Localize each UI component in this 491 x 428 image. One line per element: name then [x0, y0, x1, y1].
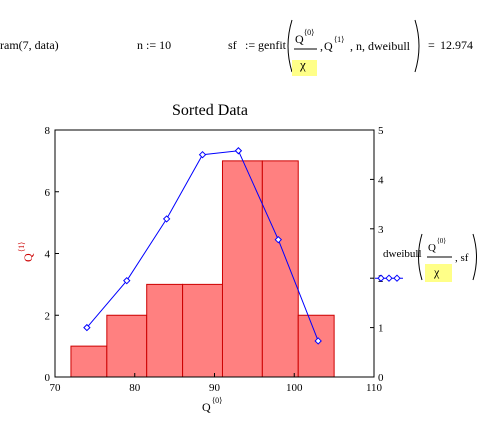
assign-operator: := [245, 38, 256, 52]
legend-swatch-marker [385, 274, 393, 282]
chart-title: Sorted Data [172, 102, 248, 119]
histogram-bar-3 [146, 283, 184, 378]
x-axis-label-superscript: ⟨0⟩ [212, 396, 222, 405]
left-y-axis-label-group: Q ⟨1⟩ [17, 242, 35, 262]
right-y-tick-label: 5 [378, 125, 384, 137]
legend-swatch-marker [393, 274, 401, 282]
legend-right-paren [472, 233, 477, 281]
fit-point-6 [274, 235, 283, 244]
fit-point-1 [83, 323, 91, 332]
genfit-arguments: Q ⟨0⟩ χ , Q ⟨1⟩ , n, dweibull [287, 19, 420, 76]
x-tick-label: 110 [366, 382, 383, 394]
left-y-tick-label: 4 [45, 249, 51, 261]
right-y-axis-ticks: 012345 [370, 125, 384, 384]
histogram-bar-7 [297, 314, 335, 378]
legend-q-symbol: Q [428, 242, 436, 254]
right-y-tick-label: 0 [378, 372, 384, 384]
q0-superscript: ⟨0⟩ [304, 28, 314, 37]
genfit-result: 12.974 [440, 38, 473, 52]
legend-line-swatch [375, 274, 403, 282]
histogram-bars [70, 160, 335, 378]
legend-func-name: dweibull [383, 248, 422, 260]
remaining-args: , n, dweibull [350, 39, 411, 53]
right-y-tick-label: 3 [378, 224, 384, 236]
q0-symbol: Q [295, 32, 304, 46]
left-y-tick-label: 6 [45, 187, 51, 199]
left-y-tick-label: 8 [45, 125, 51, 137]
legend-rest: , sf [455, 252, 469, 264]
comma: , [320, 39, 323, 53]
left-y-tick-label: 2 [45, 310, 51, 322]
right-y-tick-label: 1 [378, 323, 384, 335]
fit-point-7 [314, 337, 322, 345]
genfit-function-name: genfit [258, 38, 286, 52]
fit-point-4 [198, 150, 207, 159]
left-y-axis-ticks: 0 2 4 6 8 [45, 125, 59, 384]
left-paren [287, 19, 293, 73]
legend-left-paren [418, 233, 423, 281]
x-tick-label: 90 [209, 382, 221, 394]
left-y-axis-label: Q [21, 253, 35, 262]
histogram-bar-2 [106, 314, 148, 378]
sf-label: sf [228, 38, 237, 52]
n-assignment-expression: n := 10 [137, 38, 172, 52]
legend-chi-symbol: χ [433, 265, 440, 279]
right-paren [414, 19, 420, 73]
equals-sign: = [428, 38, 435, 52]
right-axis-legend: dweibull Q ⟨0⟩ χ , sf [375, 233, 477, 282]
x-axis-label: Q [202, 400, 211, 414]
fit-point-2 [123, 276, 131, 285]
histogram-bar-4 [182, 283, 223, 378]
legend-chi-highlight [425, 264, 452, 282]
legend-swatch-marker [377, 274, 385, 282]
histogram-bar-6 [261, 160, 299, 378]
chi-highlight [292, 60, 317, 76]
q1-symbol: Q [324, 39, 333, 53]
data-assignment-expression: ram(7, data) [0, 38, 59, 52]
right-y-tick-label: 4 [378, 174, 384, 186]
chi-symbol: χ [299, 57, 306, 72]
histogram-bar-5 [221, 160, 263, 378]
fit-point-5 [234, 147, 243, 155]
histogram-bar-1 [70, 345, 108, 378]
dweibull-fit-markers [83, 147, 322, 345]
x-axis-ticks: 70 80 90 100 110 [50, 373, 383, 394]
x-tick-label: 70 [50, 382, 62, 394]
left-y-axis-label-superscript: ⟨1⟩ [17, 242, 26, 252]
left-y-tick-label: 0 [45, 372, 51, 384]
fit-point-3 [162, 215, 171, 223]
legend-q-superscript: ⟨0⟩ [437, 237, 446, 245]
q1-superscript: ⟨1⟩ [334, 35, 344, 44]
x-tick-label: 80 [129, 382, 141, 394]
x-tick-label: 100 [286, 382, 303, 394]
